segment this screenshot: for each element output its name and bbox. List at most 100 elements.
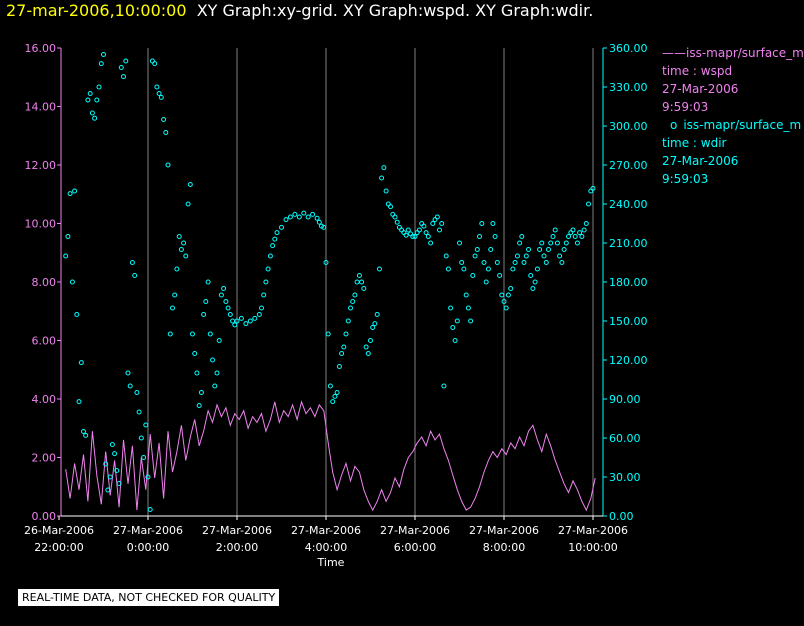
wdir-point (561, 247, 567, 252)
legend-circle-marker: o (670, 118, 678, 132)
wdir-point (259, 305, 264, 311)
wdir-point (161, 117, 167, 122)
wdir-point (181, 240, 187, 246)
wdir-point (176, 234, 182, 239)
wdir-point (314, 215, 320, 221)
x-tick-date: 27-Mar-2006 (558, 524, 628, 537)
wdir-point (361, 286, 367, 291)
wdir-point (116, 481, 122, 486)
right-tick-label: 300.00 (609, 120, 648, 133)
wspd-line (65, 400, 596, 512)
wdir-point (123, 58, 129, 64)
wdir-point (345, 318, 351, 324)
wdir-point (323, 260, 329, 265)
legend-date: 27-Mar-2006 (662, 82, 739, 96)
wdir-point (132, 273, 138, 278)
wdir-point (143, 422, 149, 428)
legend-time: 9:59:03 (662, 100, 709, 114)
wdir-point (548, 240, 554, 246)
x-tick-time: 22:00:00 (34, 541, 83, 554)
legend-line-marker: —— (662, 46, 686, 60)
wdir-point (310, 211, 316, 217)
wdir-point (83, 432, 89, 438)
wdir-point (321, 224, 327, 230)
wdir-point (403, 232, 409, 238)
wdir-point (352, 292, 358, 298)
x-tick-date: 27-Mar-2006 (113, 524, 183, 537)
wdir-point (401, 230, 407, 236)
wdir-point (532, 279, 538, 285)
wdir-point (94, 97, 100, 103)
wdir-point (74, 312, 80, 317)
x-axis-label: Time (317, 556, 345, 569)
wdir-point (339, 351, 345, 356)
wdir-point (238, 315, 244, 321)
wdir-point (566, 234, 571, 239)
grid-lines (147, 48, 594, 516)
wdir-point (270, 243, 276, 249)
wdir-point (103, 461, 109, 467)
wdir-point (441, 383, 447, 389)
wdir-point (65, 234, 71, 239)
wdir-point (163, 130, 169, 135)
wdir-point (330, 399, 336, 405)
legend-field: time : wdir (662, 136, 727, 150)
wdir-point (590, 185, 596, 191)
wdir-point (443, 253, 449, 259)
wdir-point (425, 234, 431, 239)
wdir-point (121, 74, 126, 80)
wdir-point (472, 253, 478, 259)
wdir-point (577, 230, 583, 236)
wdir-point (543, 260, 549, 265)
wdir-series (63, 52, 596, 512)
left-tick-label: 6.00 (32, 335, 57, 348)
wdir-point (526, 247, 531, 252)
right-tick-label: 360.00 (609, 42, 648, 55)
wdir-point (136, 409, 142, 415)
wdir-point (363, 344, 369, 350)
wdir-point (521, 260, 527, 265)
wdir-point (154, 84, 160, 90)
x-tick-time: 4:00:00 (305, 541, 347, 554)
wdir-point (156, 91, 162, 96)
wdir-point (138, 435, 144, 441)
wdir-point (265, 266, 271, 272)
timestamp: 27-mar-2006,10:00:00 (6, 1, 187, 20)
left-tick-label: 4.00 (32, 393, 57, 406)
wdir-point (381, 165, 387, 171)
wdir-point (423, 230, 429, 236)
wdir-point (374, 312, 380, 317)
x-tick-time: 0:00:00 (127, 541, 169, 554)
wdir-point (492, 234, 498, 239)
wdir-point (463, 292, 469, 298)
wdir-point (450, 325, 456, 330)
wdir-point (296, 214, 302, 220)
wdir-point (279, 224, 284, 230)
wdir-point (428, 240, 434, 246)
wdir-point (517, 240, 523, 246)
wdir-point (365, 351, 371, 356)
wdir-point (392, 214, 398, 220)
wdir-point (178, 247, 184, 252)
wdir-point (574, 240, 580, 246)
wdir-point (412, 234, 418, 239)
wdir-point (568, 230, 574, 236)
wdir-point (505, 292, 511, 298)
wdir-point (572, 234, 578, 239)
chart-header: 27-mar-2006,10:00:00 XY Graph:xy-grid. X… (6, 1, 593, 20)
wdir-point (63, 253, 69, 259)
left-tick-label: 0.00 (32, 510, 57, 523)
wdir-point (494, 260, 500, 265)
wdir-point (125, 370, 131, 376)
wdir-point (583, 221, 589, 226)
wdir-point (325, 331, 331, 337)
right-tick-label: 330.00 (609, 81, 648, 94)
wdir-point (218, 292, 224, 298)
wdir-point (434, 214, 440, 220)
legend-entry-wspd: ——iss-mapr/surface_m time : wspd 27-Mar-… (662, 44, 804, 116)
wdir-point (405, 227, 411, 233)
wdir-point (481, 260, 487, 265)
wdir-point (350, 299, 356, 304)
x-tick-date: 27-Mar-2006 (202, 524, 272, 537)
wdir-point (563, 240, 569, 246)
